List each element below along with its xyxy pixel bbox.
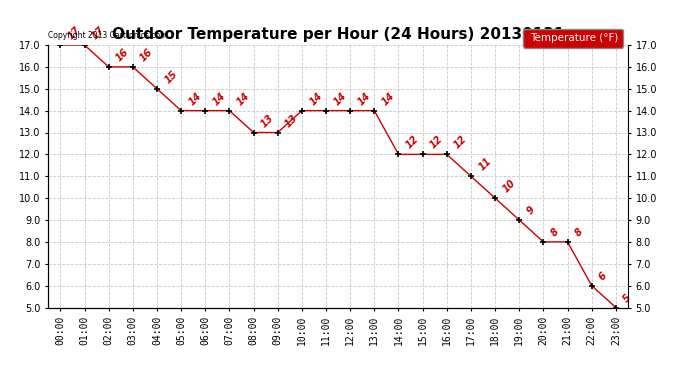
- Text: 12: 12: [404, 134, 421, 151]
- Text: 14: 14: [187, 90, 204, 107]
- Text: 12: 12: [428, 134, 445, 151]
- Text: 5: 5: [622, 292, 633, 304]
- Text: 14: 14: [356, 90, 373, 107]
- Text: 13: 13: [284, 112, 300, 129]
- Text: 9: 9: [525, 205, 537, 216]
- Text: 15: 15: [163, 69, 179, 85]
- Text: 12: 12: [453, 134, 469, 151]
- Text: Copyright 2013 Cartronics.com: Copyright 2013 Cartronics.com: [48, 31, 168, 40]
- Text: 14: 14: [308, 90, 324, 107]
- Title: Outdoor Temperature per Hour (24 Hours) 20130131: Outdoor Temperature per Hour (24 Hours) …: [112, 27, 564, 42]
- Text: 10: 10: [501, 178, 518, 195]
- Text: 14: 14: [332, 90, 348, 107]
- Text: 8: 8: [573, 226, 585, 238]
- Text: 13: 13: [259, 112, 276, 129]
- Text: 17: 17: [66, 25, 83, 42]
- Text: 14: 14: [211, 90, 228, 107]
- Text: 16: 16: [115, 47, 131, 63]
- Text: 17: 17: [90, 25, 107, 42]
- Legend: Temperature (°F): Temperature (°F): [523, 29, 622, 48]
- Text: 8: 8: [549, 226, 561, 238]
- Text: 14: 14: [380, 90, 397, 107]
- Text: 11: 11: [477, 156, 493, 173]
- Text: 14: 14: [235, 90, 252, 107]
- Text: 6: 6: [598, 270, 609, 282]
- Text: 16: 16: [139, 47, 155, 63]
